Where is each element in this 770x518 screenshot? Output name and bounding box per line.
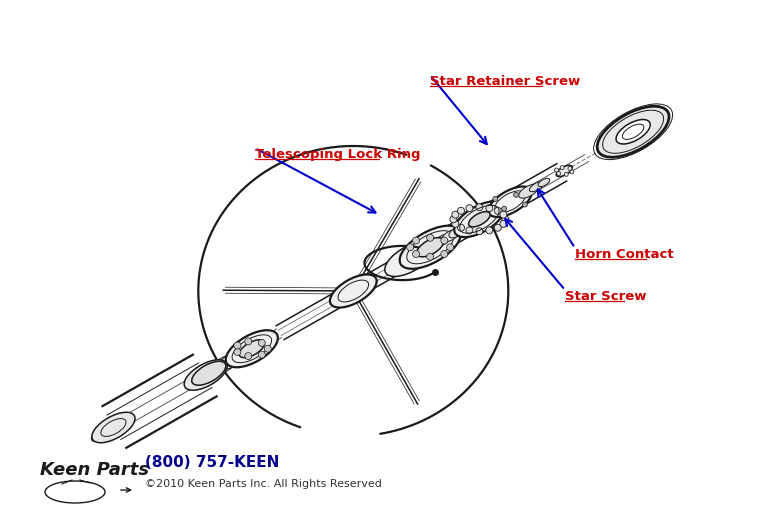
- Ellipse shape: [434, 234, 451, 247]
- Circle shape: [413, 237, 420, 244]
- Circle shape: [447, 244, 454, 251]
- Circle shape: [452, 211, 459, 218]
- Circle shape: [557, 171, 561, 176]
- Ellipse shape: [417, 238, 444, 257]
- Circle shape: [476, 228, 483, 235]
- Circle shape: [564, 172, 568, 176]
- Circle shape: [514, 192, 519, 197]
- Circle shape: [440, 237, 448, 244]
- Ellipse shape: [454, 202, 504, 237]
- Circle shape: [413, 251, 420, 257]
- Ellipse shape: [92, 412, 135, 443]
- Circle shape: [234, 349, 241, 355]
- Ellipse shape: [192, 361, 226, 385]
- Circle shape: [457, 207, 464, 214]
- Circle shape: [234, 342, 241, 349]
- Circle shape: [452, 220, 459, 227]
- Text: Telescoping Lock Ring: Telescoping Lock Ring: [255, 148, 420, 161]
- Circle shape: [486, 227, 493, 234]
- Ellipse shape: [330, 275, 377, 308]
- Ellipse shape: [184, 360, 227, 390]
- Ellipse shape: [220, 350, 247, 369]
- Ellipse shape: [519, 184, 538, 198]
- Ellipse shape: [92, 427, 111, 441]
- Ellipse shape: [211, 355, 238, 374]
- Circle shape: [570, 170, 574, 174]
- Circle shape: [502, 216, 509, 223]
- Circle shape: [427, 253, 434, 260]
- Ellipse shape: [449, 225, 467, 238]
- Circle shape: [450, 216, 457, 223]
- Text: (800) 757-KEEN: (800) 757-KEEN: [145, 455, 280, 470]
- Text: ©2010 Keen Parts Inc. All Rights Reserved: ©2010 Keen Parts Inc. All Rights Reserve…: [145, 479, 382, 489]
- Text: Star Screw: Star Screw: [565, 290, 647, 303]
- Circle shape: [264, 346, 271, 352]
- Circle shape: [554, 168, 558, 172]
- Circle shape: [486, 205, 493, 212]
- Ellipse shape: [441, 229, 460, 242]
- Ellipse shape: [538, 178, 550, 186]
- Circle shape: [466, 227, 473, 234]
- Circle shape: [494, 224, 501, 231]
- Circle shape: [568, 166, 572, 170]
- Circle shape: [560, 166, 564, 169]
- Circle shape: [476, 204, 483, 211]
- Circle shape: [500, 220, 507, 227]
- Circle shape: [407, 244, 413, 251]
- Ellipse shape: [556, 165, 572, 177]
- Text: Horn Contact: Horn Contact: [575, 248, 674, 261]
- Ellipse shape: [239, 340, 264, 358]
- Circle shape: [258, 351, 266, 358]
- Circle shape: [523, 202, 527, 207]
- Ellipse shape: [400, 226, 460, 269]
- Circle shape: [427, 234, 434, 241]
- Circle shape: [494, 207, 501, 214]
- Ellipse shape: [469, 212, 490, 227]
- Ellipse shape: [616, 120, 650, 144]
- Circle shape: [493, 196, 497, 202]
- Ellipse shape: [489, 186, 531, 217]
- Circle shape: [457, 224, 464, 231]
- Ellipse shape: [598, 106, 669, 157]
- Ellipse shape: [385, 241, 434, 277]
- Circle shape: [245, 353, 252, 359]
- Circle shape: [258, 339, 266, 347]
- Circle shape: [501, 206, 507, 211]
- Text: Star Retainer Screw: Star Retainer Screw: [430, 75, 581, 88]
- Circle shape: [440, 251, 448, 257]
- Ellipse shape: [226, 330, 278, 367]
- Circle shape: [245, 338, 252, 345]
- Ellipse shape: [530, 182, 544, 192]
- Text: Keen Parts: Keen Parts: [40, 461, 149, 479]
- Circle shape: [466, 205, 473, 212]
- Ellipse shape: [226, 346, 253, 365]
- Circle shape: [500, 211, 507, 218]
